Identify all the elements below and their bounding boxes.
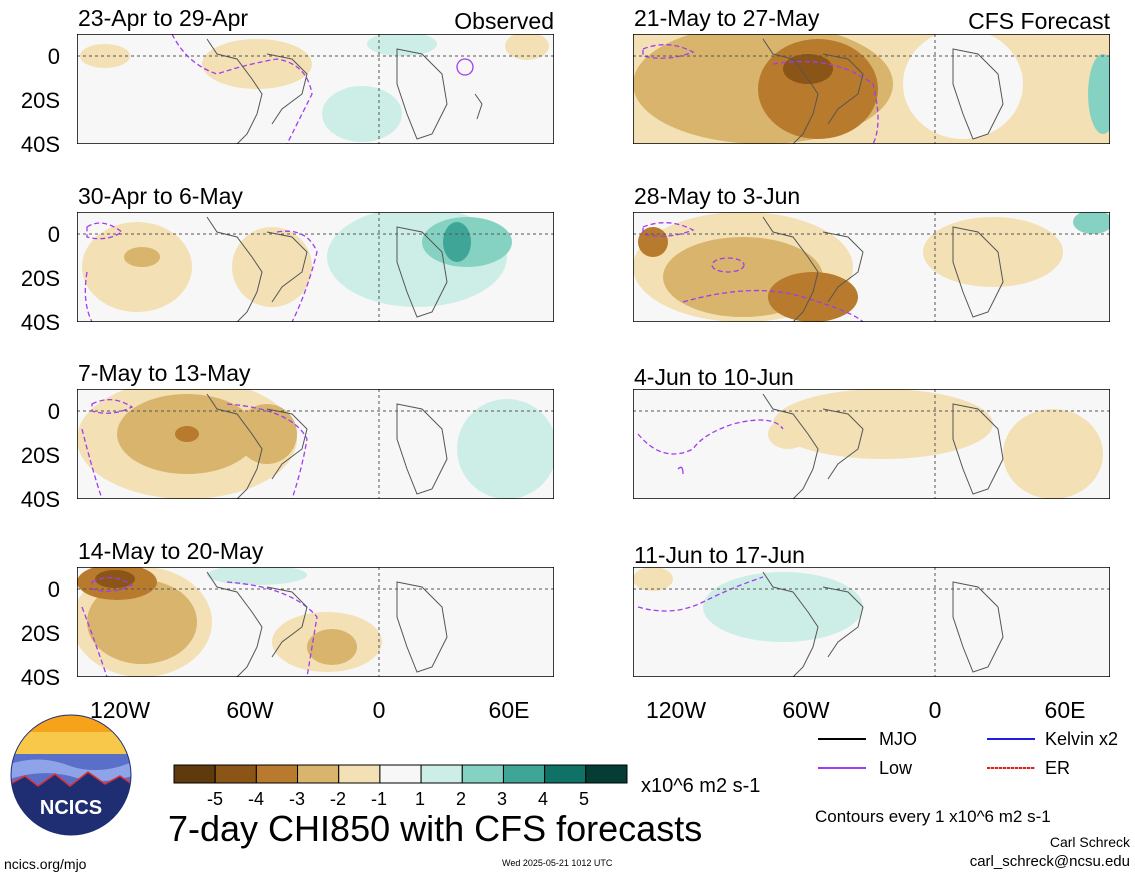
y-tick: 0 [47, 399, 60, 424]
colorbar [173, 764, 628, 784]
panel-title: 30-Apr to 6-May [78, 183, 243, 209]
contours-note: Contours every 1 x10^6 m2 s-1 [815, 807, 1051, 826]
colorbar-label: 5 [578, 789, 589, 809]
y-tick: 40S [20, 310, 60, 335]
logo-text: NCICS [40, 797, 102, 819]
map-panel-5 [633, 34, 1110, 144]
colorbar-label: -2 [329, 789, 346, 809]
map-panel-2 [77, 212, 554, 322]
site-url: ncics.org/mjo [4, 856, 87, 872]
x-tick: 60E [488, 697, 530, 723]
colorbar-swatch [173, 764, 216, 784]
map-panel-6 [633, 212, 1110, 322]
ncics-logo: NCICS [10, 714, 132, 836]
y-tick: 0 [47, 222, 60, 247]
colorbar-swatch [255, 764, 299, 784]
panel-title: 4-Jun to 10-Jun [634, 364, 794, 390]
colorbar-swatch [297, 764, 340, 784]
x-tick: 60W [782, 697, 830, 723]
main-title: 7-day CHI850 with CFS forecasts [168, 808, 703, 849]
timestamp: Wed 2025-05-21 1012 UTC [502, 858, 613, 868]
colorbar-swatch [214, 764, 257, 784]
legend-label-kelvin: Kelvin x2 [1045, 729, 1119, 749]
colorbar-swatch [338, 764, 381, 784]
legend-swatch-mjo [818, 738, 866, 740]
panel-title: 23-Apr to 29-Apr [78, 5, 249, 31]
y-tick: 40S [20, 132, 60, 157]
author-name: Carl Schreck [1049, 834, 1130, 850]
colorbar-label: -3 [288, 789, 305, 809]
y-tick: 40S [20, 665, 60, 690]
colorbar-label: 2 [455, 789, 466, 809]
colorbar-swatch [461, 764, 504, 784]
panel-title: 11-Jun to 17-Jun [634, 542, 805, 568]
legend-label-low: Low [879, 758, 913, 778]
colorbar-swatch [544, 764, 587, 784]
legend-swatch-er [987, 767, 1035, 769]
map-panel-7 [633, 389, 1110, 499]
y-tick: 20S [20, 88, 60, 113]
y-tick: 20S [20, 621, 60, 646]
panel-title: 28-May to 3-Jun [634, 183, 801, 209]
y-tick: 20S [20, 266, 60, 291]
map-panel-8 [633, 567, 1110, 677]
map-panel-1 [77, 34, 554, 144]
map-panel-3 [77, 389, 554, 499]
y-tick: 0 [47, 577, 60, 602]
map-panel-4 [77, 567, 554, 677]
panel-tag: CFS Forecast [968, 8, 1110, 34]
x-tick: 120W [89, 697, 151, 723]
colorbar-swatch [379, 764, 422, 784]
colorbar-swatch [585, 764, 628, 784]
x-tick: 0 [372, 697, 386, 723]
x-tick: 0 [928, 697, 942, 723]
legend-swatch-kelvin [987, 738, 1035, 740]
y-tick: 0 [47, 44, 60, 69]
colorbar-label: 3 [496, 789, 507, 809]
y-tick: 40S [20, 487, 60, 512]
colorbar-label: 1 [414, 789, 425, 809]
colorbar-label: -4 [247, 789, 264, 809]
author-email: carl_schreck@ncsu.edu [969, 853, 1130, 870]
panel-tag: Observed [454, 8, 554, 34]
x-tick: 120W [645, 697, 707, 723]
panel-title: 14-May to 20-May [78, 538, 264, 564]
colorbar-swatch [502, 764, 546, 784]
colorbar-units: x10^6 m2 s-1 [641, 775, 761, 797]
x-tick: 60E [1044, 697, 1086, 723]
colorbar-label: 4 [537, 789, 548, 809]
legend-swatch-low [818, 767, 866, 769]
x-tick: 60W [226, 697, 274, 723]
panel-title: 7-May to 13-May [78, 360, 251, 386]
legend-label-er: ER [1045, 758, 1071, 778]
colorbar-swatch [420, 764, 463, 784]
panel-title: 21-May to 27-May [634, 5, 820, 31]
y-tick: 20S [20, 443, 60, 468]
legend-label-mjo: MJO [879, 729, 917, 749]
colorbar-label: -1 [370, 789, 387, 809]
colorbar-label: -5 [206, 789, 223, 809]
